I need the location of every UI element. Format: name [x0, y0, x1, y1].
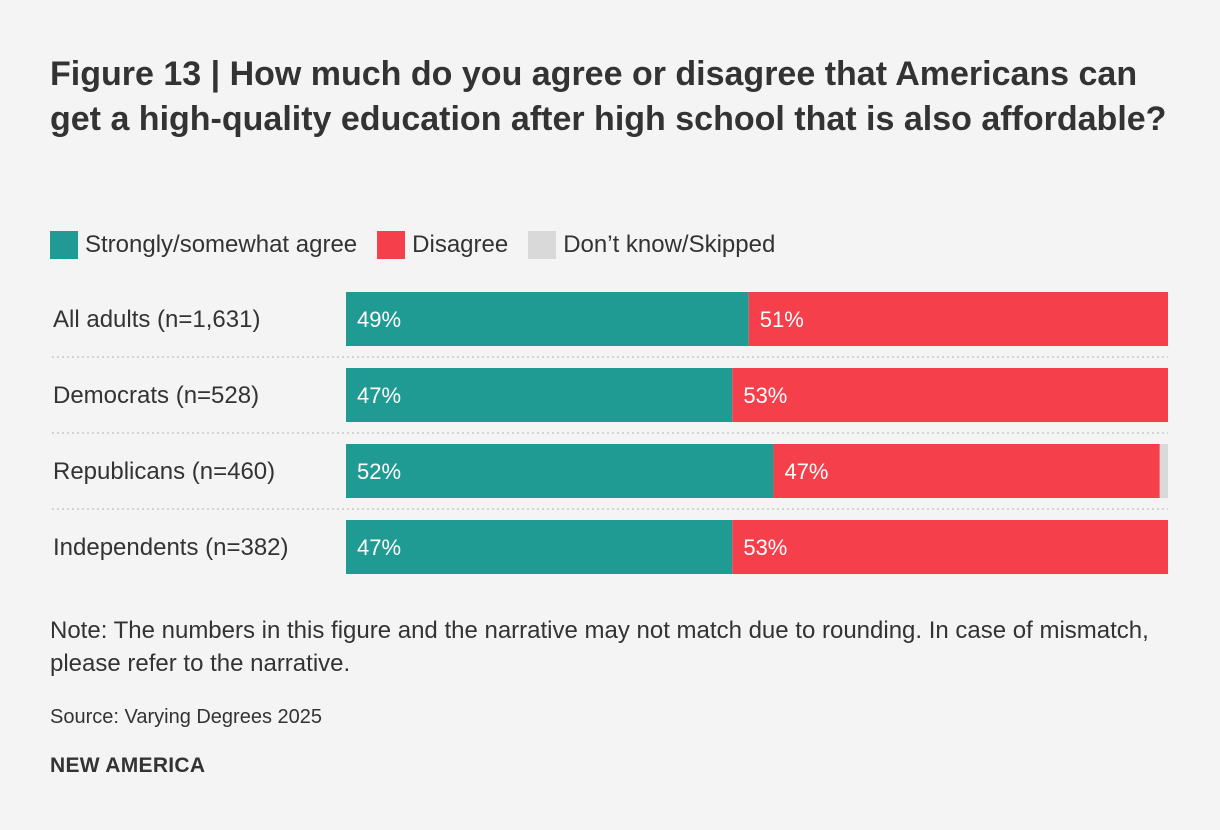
data-label-agree: 52%	[357, 459, 401, 484]
chart-note: Note: The numbers in this figure and the…	[50, 617, 1149, 677]
bar-agree	[346, 368, 733, 422]
legend-item-disagree: Disagree	[377, 231, 508, 259]
bar-agree	[346, 444, 774, 498]
chart-title: Figure 13 | How much do you agree or dis…	[50, 55, 1167, 138]
chart-source: Source: Varying Degrees 2025	[50, 706, 323, 728]
brand-logo-text: NEW AMERICA	[50, 754, 206, 777]
bar-disagree	[773, 444, 1160, 498]
data-label-agree: 47%	[357, 383, 401, 408]
bar-dont-know	[1159, 444, 1168, 498]
category-label: Republicans (n=460)	[53, 458, 275, 485]
bar-disagree	[732, 520, 1168, 574]
legend-label-agree: Strongly/somewhat agree	[85, 231, 358, 258]
legend-swatch-disagree	[377, 231, 406, 259]
data-label-disagree: 47%	[784, 459, 828, 484]
bar-disagree	[748, 292, 1168, 346]
bar-agree	[346, 292, 749, 346]
data-label-disagree: 51%	[760, 307, 804, 332]
bar-disagree	[732, 368, 1168, 422]
bar-agree	[346, 520, 733, 574]
category-label: Democrats (n=528)	[53, 382, 259, 409]
legend-label-disagree: Disagree	[412, 231, 509, 258]
legend-label-dont-know: Don’t know/Skipped	[563, 231, 776, 258]
chart-legend: Strongly/somewhat agree Disagree Don’t k…	[50, 228, 795, 262]
legend-swatch-dont-know	[528, 231, 557, 259]
data-label-disagree: 53%	[743, 535, 787, 560]
category-label: All adults (n=1,631)	[53, 306, 260, 333]
data-label-agree: 47%	[357, 535, 401, 560]
category-label: Independents (n=382)	[53, 534, 289, 561]
data-label-disagree: 53%	[743, 383, 787, 408]
legend-item-agree: Strongly/somewhat agree	[50, 231, 357, 259]
stacked-bar-chart: All adults (n=1,631) 49% 51% Democrats (n=5…	[52, 292, 1168, 574]
legend-swatch-agree	[50, 231, 78, 259]
data-label-agree: 49%	[357, 307, 401, 332]
legend-item-dont-know: Don’t know/Skipped	[528, 231, 775, 259]
